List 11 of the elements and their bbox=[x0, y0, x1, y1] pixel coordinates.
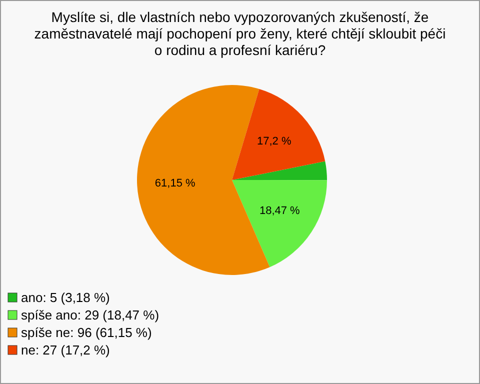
pie-slice bbox=[232, 88, 326, 180]
data-label: 61,15 % bbox=[154, 177, 196, 190]
pie-slice bbox=[232, 161, 327, 180]
data-label: 17,2 % bbox=[256, 136, 292, 148]
legend-label: ne: 27 (17,2 %) bbox=[21, 342, 110, 358]
pie-slice bbox=[232, 180, 327, 268]
data-label: 18,47 % bbox=[259, 205, 300, 218]
legend-label: spíše ne: 96 (61,15 %) bbox=[21, 325, 152, 340]
chart-title: Myslíte si, dle vlastních nebo vypozorovaných zkušeností, že zaměstnavatelé mají pochopení pro ženy, které chtějí skloubit péči o rodinu a profesní kariéru? bbox=[34, 9, 446, 58]
legend-label: spíše ano: 29 (18,47 %) bbox=[21, 308, 160, 322]
legend-label: ano: 5 (3,18 %) bbox=[21, 290, 110, 305]
